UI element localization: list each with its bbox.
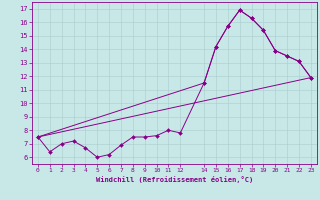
X-axis label: Windchill (Refroidissement éolien,°C): Windchill (Refroidissement éolien,°C) bbox=[96, 176, 253, 183]
